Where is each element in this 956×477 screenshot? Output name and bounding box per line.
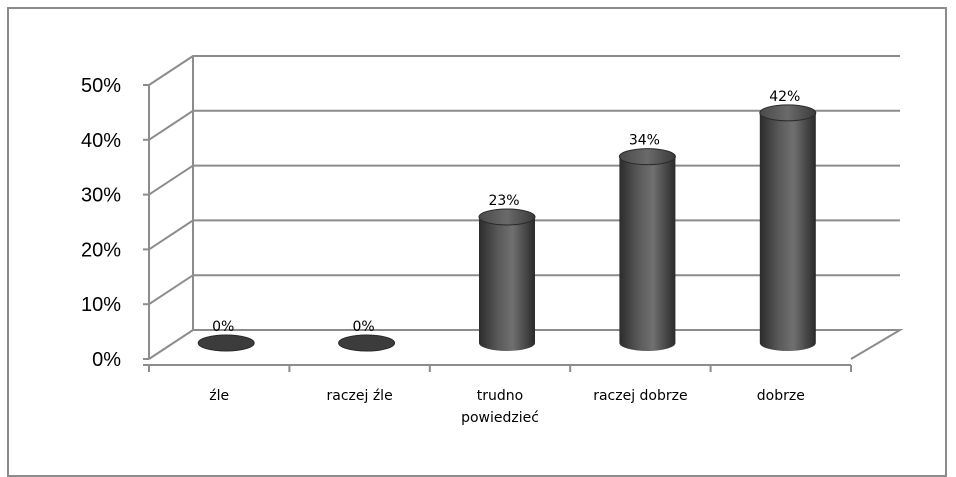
bar-top — [197, 334, 255, 352]
data-label: 34% — [629, 133, 660, 149]
bar-top — [759, 104, 817, 122]
data-label: 0% — [352, 319, 374, 335]
data-label: 0% — [212, 319, 234, 335]
bar-body — [619, 156, 676, 351]
x-category-label: raczej źle — [327, 388, 393, 404]
bar-top — [618, 148, 676, 166]
x-category-line: powiedzieć — [461, 410, 539, 426]
bar-top — [338, 334, 396, 352]
bar — [338, 334, 396, 352]
x-category-label: źle — [209, 388, 229, 404]
x-category-line: dobrze — [757, 388, 805, 404]
bar-body — [479, 216, 535, 351]
floor-plane — [148, 329, 904, 360]
data-label: 23% — [488, 193, 519, 209]
x-category-line: raczej dobrze — [593, 388, 687, 404]
y-tick-label: 50% — [81, 75, 121, 97]
y-tick-label: 10% — [81, 294, 121, 316]
bar — [759, 104, 817, 351]
bars — [197, 104, 817, 352]
bar — [478, 208, 536, 351]
bar-chart: 0% 10% 20% 30% 40% 50% źle raczej źle trudno pow… — [81, 55, 904, 426]
data-label: 42% — [769, 89, 800, 105]
x-category-line: trudno — [477, 388, 523, 404]
bar-body — [759, 112, 816, 351]
x-category-line: źle — [209, 388, 229, 404]
x-category-line: raczej źle — [327, 388, 393, 404]
y-axis-ticks: 0% 10% 20% 30% 40% 50% — [81, 75, 121, 371]
bar — [197, 334, 255, 352]
x-category-label: trudno powiedzieć — [461, 388, 539, 426]
bar-top — [478, 208, 536, 226]
data-labels: 0% 0% 23% 34% 42% — [212, 89, 800, 335]
x-category-label: raczej dobrze — [593, 388, 687, 404]
y-tick-label: 40% — [81, 130, 121, 152]
x-category-label: dobrze — [757, 388, 805, 404]
gridline — [148, 55, 900, 86]
y-tick-label: 30% — [81, 185, 121, 207]
y-tick-label: 0% — [92, 349, 121, 371]
x-axis-categories: źle raczej źle trudno powiedzieć raczej dobr… — [209, 388, 805, 426]
bar — [618, 148, 676, 351]
y-tick-label: 20% — [81, 239, 121, 261]
